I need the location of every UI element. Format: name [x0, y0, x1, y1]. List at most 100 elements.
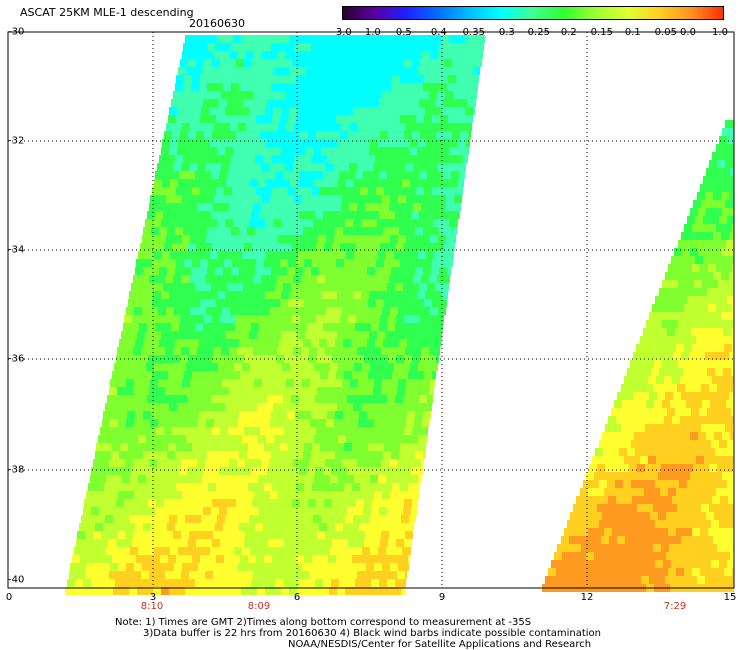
swath-cell: [193, 515, 201, 523]
swath-cell: [603, 448, 611, 456]
swath-cell: [162, 475, 170, 483]
swath-cell: [694, 360, 702, 368]
swath-cell: [458, 67, 466, 75]
swath-cell: [695, 480, 703, 488]
swath-cell: [302, 123, 310, 131]
swath-cell: [382, 51, 390, 59]
swath-cell: [293, 203, 301, 211]
swath-cell: [349, 571, 357, 579]
swath-cell: [108, 539, 116, 547]
swath-cell: [323, 171, 331, 179]
swath-cell: [713, 312, 721, 320]
swath-cell: [677, 544, 685, 552]
swath-cell: [257, 35, 265, 43]
swath-cell: [258, 67, 266, 75]
swath-cell: [425, 219, 433, 227]
swath-cell: [318, 563, 326, 571]
swath-cell: [643, 448, 651, 456]
swath-cell: [230, 307, 238, 315]
swath-cell: [206, 235, 214, 243]
swath-cell: [221, 275, 229, 283]
swath-cell: [141, 275, 149, 283]
swath-cell: [143, 523, 151, 531]
swath-cell: [223, 227, 231, 235]
swath-cell: [314, 547, 322, 555]
swath-cell: [123, 323, 131, 331]
swath-cell: [230, 123, 238, 131]
swath-cell: [313, 587, 321, 595]
swath-cell: [725, 200, 733, 208]
swath-cell: [696, 496, 704, 504]
x-tick-label: 3: [149, 592, 157, 603]
swath-cell: [336, 187, 344, 195]
swath-cell: [187, 395, 195, 403]
swath-cell: [386, 67, 394, 75]
swath-cell: [418, 435, 426, 443]
swath-cell: [381, 387, 389, 395]
swath-cell: [359, 411, 367, 419]
swath-cell: [693, 384, 701, 392]
swath-cell: [211, 323, 219, 331]
swath-cell: [110, 491, 118, 499]
swath-cell: [343, 339, 351, 347]
swath-cell: [274, 139, 282, 147]
swath-cell: [363, 283, 371, 291]
swath-cell: [337, 107, 345, 115]
swath-cell: [225, 291, 233, 299]
swath-cell: [723, 328, 731, 336]
swath-cell: [170, 179, 178, 187]
swath-cell: [580, 488, 588, 496]
swath-cell: [702, 280, 710, 288]
swath-cell: [69, 571, 77, 579]
swath-cell: [706, 432, 714, 440]
swath-cell: [265, 515, 273, 523]
swath-cell: [258, 363, 266, 371]
swath-cell: [413, 275, 421, 283]
swath-cell: [681, 576, 689, 584]
swath-cell: [336, 371, 344, 379]
swath-cell: [133, 459, 141, 467]
swath-cell: [276, 427, 284, 435]
swath-cell: [202, 67, 210, 75]
swath-cell: [283, 467, 291, 475]
swath-cell: [213, 163, 221, 171]
swath-cell: [97, 515, 105, 523]
swath-cell: [139, 507, 147, 515]
swath-cell: [292, 243, 300, 251]
swath-cell: [192, 483, 200, 491]
swath-cell: [160, 371, 168, 379]
swath-cell: [347, 99, 355, 107]
swath-cell: [270, 307, 278, 315]
colorbar: [342, 6, 724, 20]
swath-cell: [335, 227, 343, 235]
swath-cell: [201, 291, 209, 299]
swath-cell: [223, 267, 231, 275]
swath-cell: [205, 571, 213, 579]
swath-cell: [252, 427, 260, 435]
swath-cell: [732, 264, 734, 272]
swath-cell: [238, 379, 246, 387]
swath-cell: [306, 179, 314, 187]
swath-cell: [726, 320, 734, 328]
swath-cell: [377, 291, 385, 299]
swath-cell: [223, 411, 231, 419]
swath-cell: [265, 219, 273, 227]
swath-cell: [315, 395, 323, 403]
swath-cell: [163, 171, 171, 179]
swath-cell: [238, 195, 246, 203]
swath-cell: [361, 331, 369, 339]
swath-cell: [276, 315, 284, 323]
swath-cell: [237, 91, 245, 99]
swath-cell: [323, 507, 331, 515]
swath-cell: [442, 251, 450, 259]
swath-cell: [687, 520, 695, 528]
swath-cell: [277, 459, 285, 467]
swath-cell: [423, 451, 425, 459]
swath-cell: [125, 347, 133, 355]
swath-cell: [675, 368, 683, 376]
swath-cell: [178, 251, 186, 259]
swath-cell: [684, 568, 692, 576]
swath-cell: [375, 227, 383, 235]
swath-cell: [690, 472, 698, 480]
swath-cell: [443, 171, 451, 179]
